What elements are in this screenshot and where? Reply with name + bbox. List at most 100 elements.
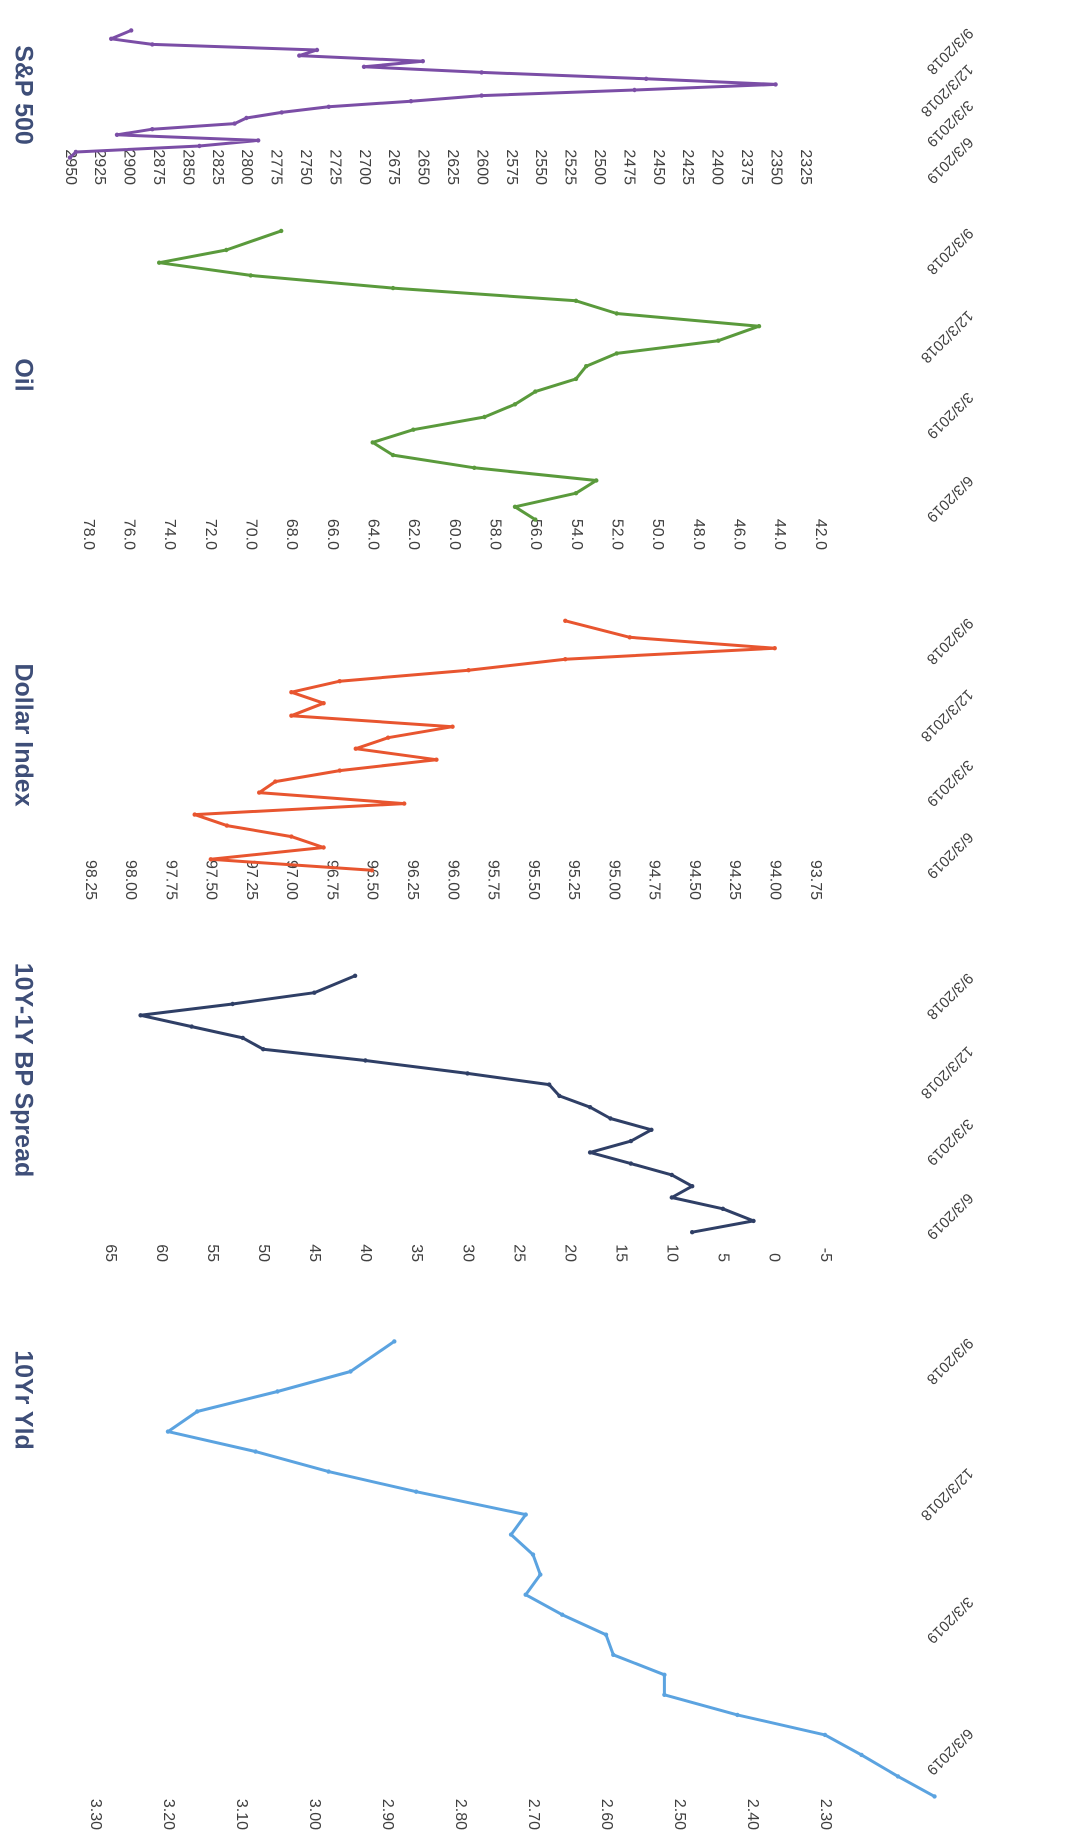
y-tick-label: 46.0 [730,519,747,550]
y-tick-label: 60 [153,1244,170,1262]
data-point [408,99,414,104]
data-point [261,1047,266,1052]
data-point [385,735,391,740]
data-point [361,64,367,70]
data-point [257,790,262,795]
x-tick-label: 6/3/2019 [923,472,976,525]
x-tick-label: 3/3/2019 [923,1593,976,1646]
y-tick-label: 2400 [709,149,726,185]
y-tick-label: 3.10 [233,1799,250,1830]
y-tick-label: 3.00 [306,1799,323,1830]
y-tick-label: 68.0 [283,519,300,550]
y-tick-label: 50 [255,1244,272,1262]
y-tick-label: 2475 [620,149,637,185]
y-tick-label: 96.50 [364,860,381,900]
y-tick-label: 2525 [562,149,579,185]
data-point [369,868,375,873]
data-point [662,1672,667,1678]
x-tick-label: 12/3/2018 [917,1043,976,1102]
data-point [392,1339,397,1344]
y-tick-label: 98.25 [82,860,99,900]
data-point [420,59,425,64]
data-point [479,70,484,75]
chart-title: Dollar Index [9,663,37,806]
y-tick-label: 54.0 [568,519,585,550]
y-tick-label: 44.0 [771,519,788,550]
data-point [573,298,579,303]
chart-panel-4: Oil 78.0 76.0 74.0 72.0 70.0 68.0 66.0 64.0 62.0 6… [9,224,976,550]
data-point [348,1369,353,1374]
data-point [157,260,162,265]
data-point [644,76,649,82]
y-tick-label: 65 [102,1244,119,1262]
data-point [512,402,518,407]
data-point [735,1712,740,1718]
data-point [895,1774,901,1779]
y-tick-label: 15 [612,1244,629,1262]
y-tick-label: 2625 [444,149,461,185]
x-tick-label: 9/3/2018 [923,614,976,667]
y-tick-label: 10 [664,1244,681,1262]
y-tick-label: 93.75 [807,860,824,900]
x-tick-label: 9/3/2018 [923,1334,976,1387]
data-point [297,53,302,58]
data-point [557,1093,562,1099]
data-point [573,376,579,382]
data-point [533,389,538,394]
data-point [67,155,73,160]
y-tick-label: 72.0 [202,519,219,550]
y-tick-label: 94.50 [686,860,703,900]
x-tick-label: 3/3/2019 [923,389,976,442]
chart-title: Oil [9,358,37,391]
data-point [321,701,326,706]
y-tick-label: 2.60 [598,1799,615,1830]
y-tick-label: 2775 [268,149,285,185]
data-point [352,973,358,978]
data-point [224,247,229,253]
chart-panel-3: Dollar Index 98.25 98.00 97.75 97.50 97.25 97.… [9,614,976,900]
data-point [538,1572,543,1577]
y-tick-label: 70.0 [242,519,259,550]
y-tick-label: 95.00 [605,860,622,900]
data-point [244,115,249,121]
data-point [129,28,134,33]
data-point [720,1206,726,1212]
y-tick-label: 98.00 [122,860,139,900]
data-point [533,517,538,522]
data-point [289,690,294,695]
y-tick-label: 97.50 [203,860,220,900]
data-point [240,1035,245,1041]
data-point [773,82,778,87]
chart-title: 10Y-1Y BP Spread [9,963,37,1177]
data-point [192,812,197,817]
data-point [573,491,579,496]
data-point [390,285,396,291]
data-point [632,87,637,93]
data-point [594,478,599,483]
data-point [256,138,261,143]
y-tick-label: 97.75 [162,860,179,900]
y-tick-label: 2550 [532,149,549,185]
y-tick-label: 74.0 [161,519,178,550]
x-tick-label: 6/3/2019 [923,1189,976,1242]
data-point [312,990,317,995]
y-tick-label: 2900 [121,149,138,185]
data-point [822,1732,828,1738]
data-point [603,1632,609,1637]
y-tick-label: 2500 [591,149,608,185]
data-point [587,1105,593,1110]
data-point [73,149,79,155]
data-point [628,1138,634,1144]
y-tick-label: 64.0 [364,519,381,550]
y-tick-label: 3.20 [160,1799,177,1830]
data-point [465,1071,470,1076]
y-tick-label: 94.00 [766,860,783,900]
y-tick-label: 62.0 [405,519,422,550]
y-tick-label: 2950 [62,149,79,185]
x-tick-label: 6/3/2019 [923,1725,976,1778]
data-point [690,1184,695,1189]
y-tick-label: 35 [408,1244,425,1262]
data-point [353,746,358,751]
chart-title: 10Yr Yld [9,1350,37,1450]
